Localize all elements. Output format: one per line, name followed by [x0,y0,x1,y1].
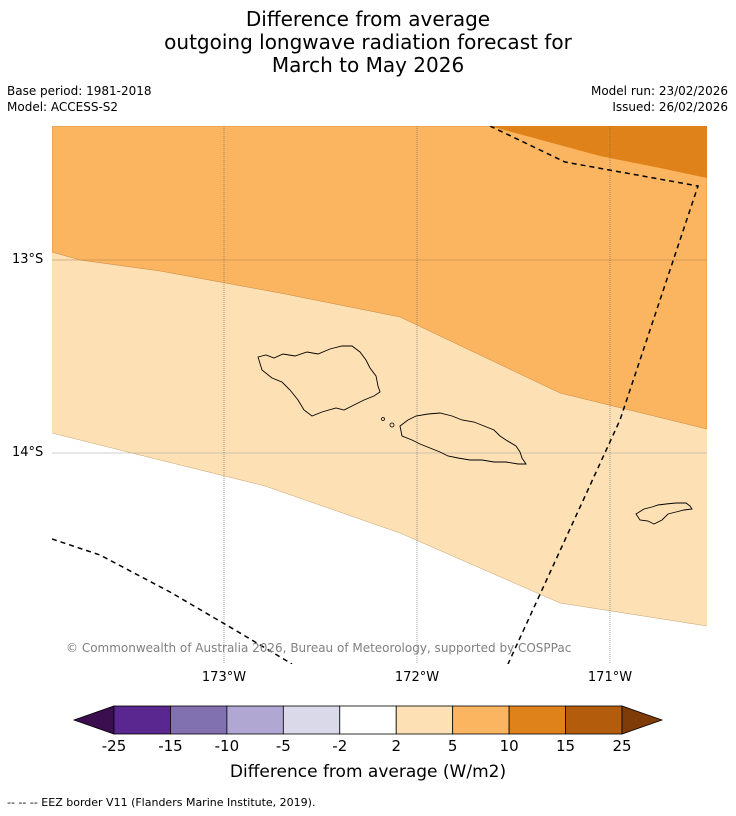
eez-border-west [52,538,293,664]
colorbar-tick-label: -15 [158,737,183,755]
copyright-notice: © Commonwealth of Australia 2026, Bureau… [66,641,572,655]
map-title: Difference from average outgoing longwav… [0,8,736,77]
base-period: Base period: 1981-2018 [7,84,152,98]
colorbar-segment [226,705,284,735]
model-name: Model: ACCESS-S2 [7,100,119,114]
colorbar-segment [452,705,510,735]
colorbar-label: Difference from average (W/m2) [229,762,507,782]
colorbar-tick-label: 10 [499,737,519,755]
issued-date: Issued: 26/02/2026 [612,100,728,114]
map-plot-area [52,126,707,664]
lon-label-171w: 171°W [587,670,633,685]
anomaly-region-10-15 [490,126,707,178]
colorbar-tick-label: 5 [447,737,458,755]
model-run: Model run: 23/02/2026 [590,84,728,98]
tutuila-island-outline [635,502,693,525]
lat-label-14s: 14°S [12,445,44,460]
colorbar-segment [508,705,566,735]
colorbar-segment [565,705,623,735]
anomaly-region-5-10 [52,126,707,430]
lat-label-13s: 13°S [12,252,44,267]
eez-legend-note: -- -- -- EEZ border V11 (Flanders Marine… [7,796,316,809]
lon-label-172w: 172°W [394,670,440,685]
colorbar-segment [339,705,397,735]
colorbar-extend-low [72,705,115,735]
islet [381,417,385,421]
title-line-3: March to May 2026 [271,53,465,77]
colorbar-tick-label: -25 [101,737,127,755]
meta-right: Model run: 23/02/2026 Issued: 26/02/2026 [591,83,728,115]
colorbar-tick-label: -2 [332,737,348,755]
anomaly-contour-2 [52,432,707,627]
islet [389,422,395,428]
colorbar-tick-label: 15 [556,737,576,755]
colorbar-tick-label: -5 [275,737,291,755]
meta-left: Base period: 1981-2018 Model: ACCESS-S2 [7,83,152,115]
upolu-island-outline [399,412,527,465]
colorbar-tick-label: -10 [214,737,240,755]
colorbar-tick-label: 25 [612,737,632,755]
colorbar-tick-label: 2 [391,737,401,755]
title-line-1: Difference from average [245,7,491,31]
savaii-island-outline [257,345,381,417]
title-line-2: outgoing longwave radiation forecast for [164,30,572,54]
colorbar-segment [113,705,171,735]
colorbar-segment [170,705,228,735]
colorbar-segment [395,705,454,735]
eez-border-east [489,126,699,664]
colorbar-extend-high [621,705,664,735]
colorbar-segment [282,705,341,735]
lon-label-173w: 173°W [201,670,247,685]
